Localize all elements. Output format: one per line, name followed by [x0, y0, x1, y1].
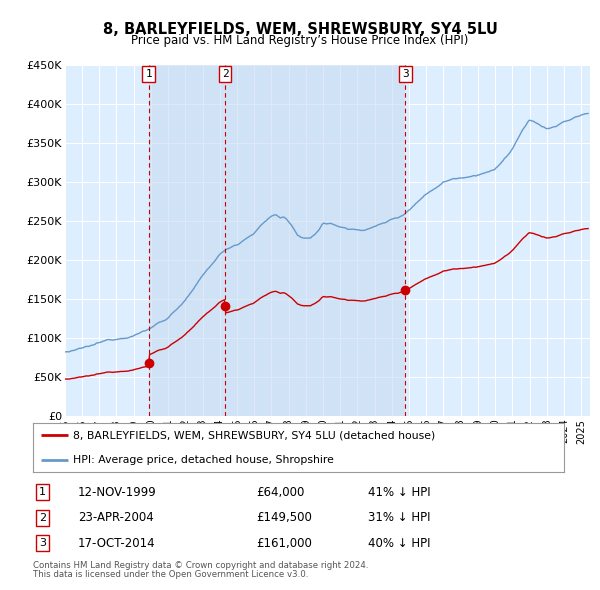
Text: HPI: Average price, detached house, Shropshire: HPI: Average price, detached house, Shro… — [73, 455, 334, 465]
Text: £149,500: £149,500 — [256, 511, 312, 525]
Text: This data is licensed under the Open Government Licence v3.0.: This data is licensed under the Open Gov… — [33, 570, 308, 579]
Text: Contains HM Land Registry data © Crown copyright and database right 2024.: Contains HM Land Registry data © Crown c… — [33, 560, 368, 569]
Text: 1: 1 — [145, 69, 152, 79]
Text: 3: 3 — [39, 538, 46, 548]
Text: Price paid vs. HM Land Registry’s House Price Index (HPI): Price paid vs. HM Land Registry’s House … — [131, 34, 469, 47]
Text: 17-OCT-2014: 17-OCT-2014 — [78, 537, 156, 550]
Text: 2: 2 — [221, 69, 229, 79]
Text: 8, BARLEYFIELDS, WEM, SHREWSBURY, SY4 5LU: 8, BARLEYFIELDS, WEM, SHREWSBURY, SY4 5L… — [103, 22, 497, 37]
Text: 3: 3 — [402, 69, 409, 79]
Text: 1: 1 — [39, 487, 46, 497]
Text: 2: 2 — [39, 513, 46, 523]
Text: 31% ↓ HPI: 31% ↓ HPI — [368, 511, 430, 525]
Text: 23-APR-2004: 23-APR-2004 — [78, 511, 154, 525]
Text: 41% ↓ HPI: 41% ↓ HPI — [368, 486, 430, 499]
Text: 40% ↓ HPI: 40% ↓ HPI — [368, 537, 430, 550]
Text: £64,000: £64,000 — [256, 486, 304, 499]
Text: 8, BARLEYFIELDS, WEM, SHREWSBURY, SY4 5LU (detached house): 8, BARLEYFIELDS, WEM, SHREWSBURY, SY4 5L… — [73, 430, 435, 440]
Bar — [149, 65, 225, 416]
Text: £161,000: £161,000 — [256, 537, 312, 550]
Text: 12-NOV-1999: 12-NOV-1999 — [78, 486, 157, 499]
Bar — [225, 65, 406, 416]
